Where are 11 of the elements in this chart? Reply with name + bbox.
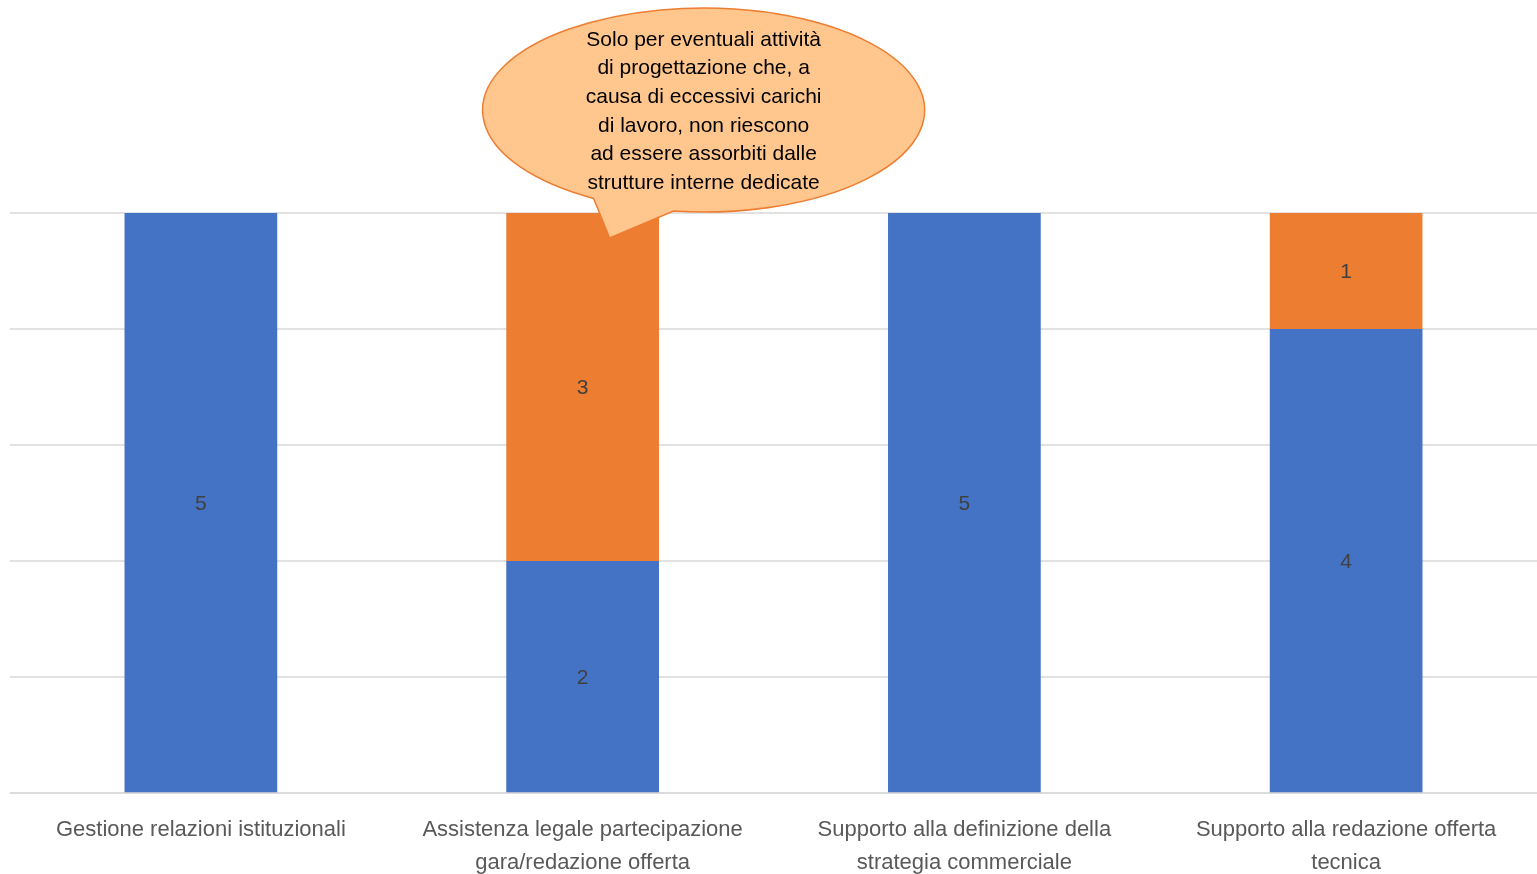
data-label: 1 xyxy=(1340,259,1352,283)
x-tick-label: Gestione relazioni istituzionali xyxy=(55,815,346,841)
x-tick-label: Supporto alla definizione della strategia commerciale xyxy=(817,815,1112,874)
x-tick-label: Assistenza legale partecipazione gara/redazione offerta xyxy=(422,815,743,874)
data-label: 5 xyxy=(958,491,971,515)
data-label: 3 xyxy=(576,375,589,399)
data-label: 4 xyxy=(1340,549,1353,573)
annotation: Solo per eventuali attività di progettazione che, a causa di eccessivi carichi di lavoro, non riescono ad essere assorbiti dalle strutture interne dedicate xyxy=(585,26,822,194)
data-label: 5 xyxy=(195,491,207,515)
data-label: 2 xyxy=(576,665,589,689)
x-tick-label: Supporto alla redazione offerta tecnica xyxy=(1195,815,1498,874)
